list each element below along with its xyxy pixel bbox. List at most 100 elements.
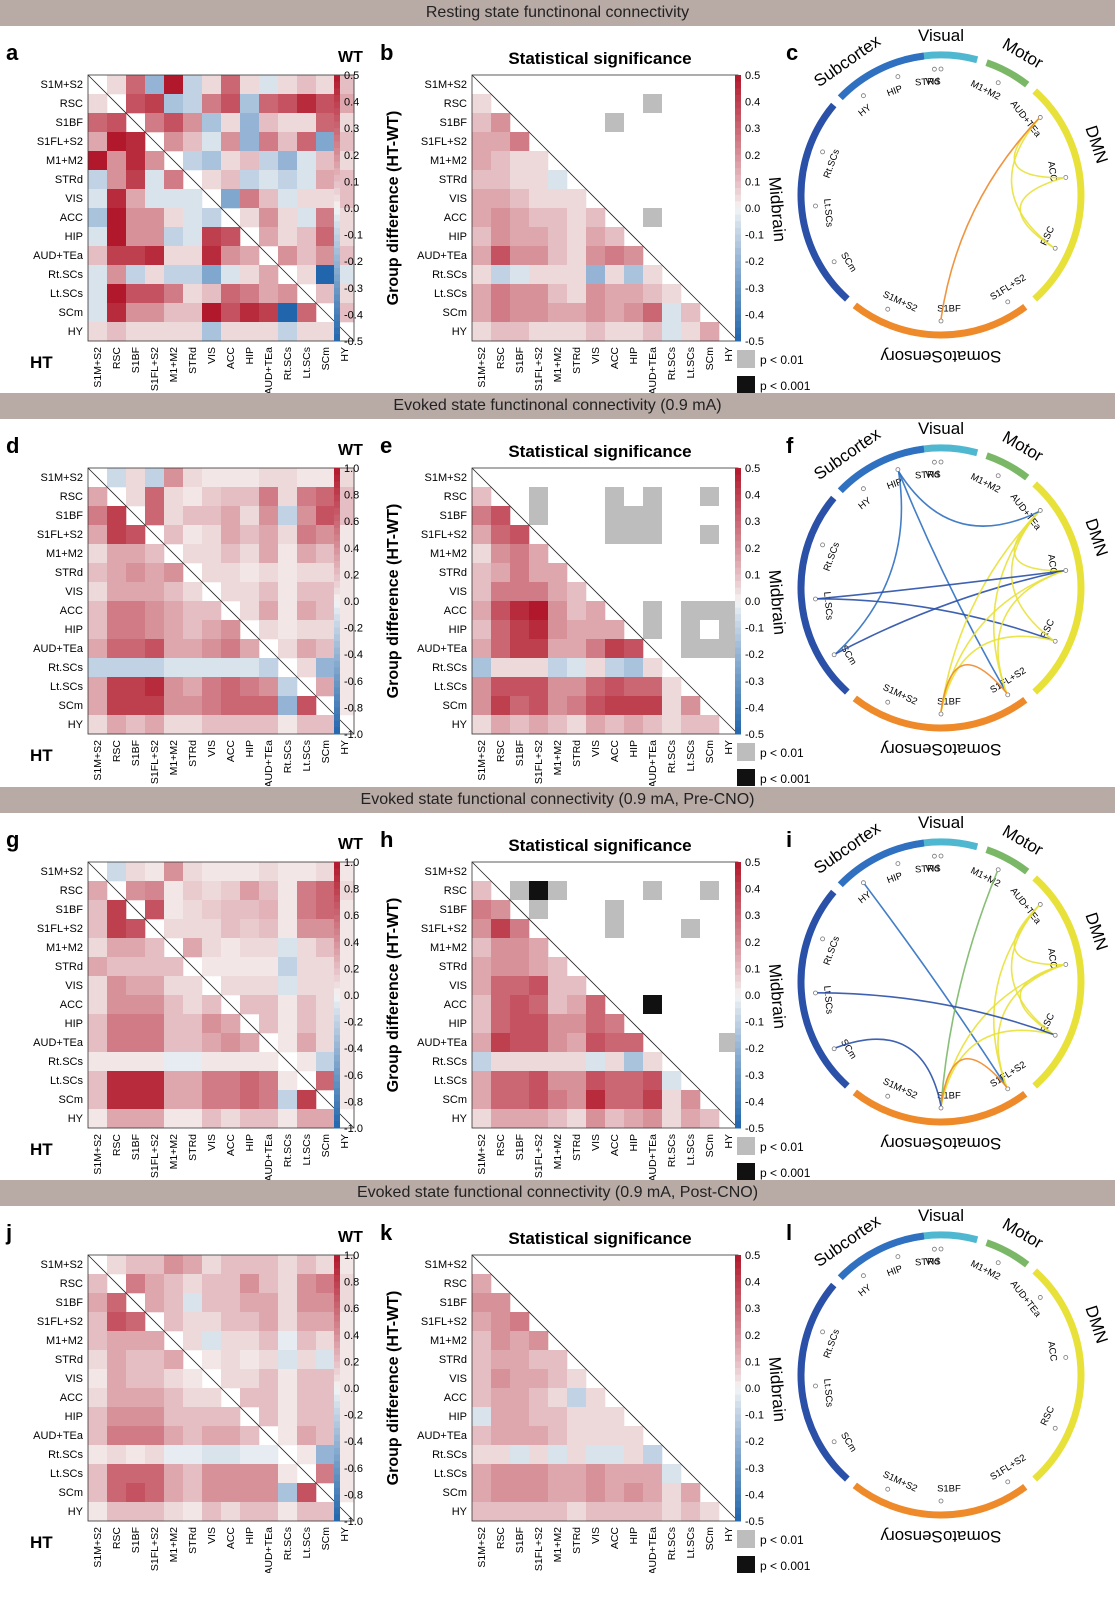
- stat-cell: [491, 1464, 511, 1484]
- heatmap-cell: [164, 658, 184, 678]
- panel-letter: e: [380, 433, 392, 458]
- colorbar-swatch: [334, 247, 340, 256]
- row-label: VIS: [65, 586, 83, 598]
- heatmap-cell: [316, 938, 336, 958]
- heatmap-cell: [278, 113, 298, 133]
- colorbar-swatch: [735, 627, 741, 635]
- heatmap-cell: [126, 468, 146, 488]
- colorbar-swatch: [735, 1321, 741, 1329]
- colorbar-swatch: [735, 554, 741, 562]
- heatmap-cell: [183, 1090, 203, 1110]
- stat-cell: [605, 303, 625, 323]
- stat-cell: [510, 189, 530, 209]
- heatmap-cell: [240, 265, 260, 285]
- colorbar-swatch: [334, 941, 340, 949]
- heatmap-cell: [145, 1483, 165, 1503]
- heatmap-cell: [88, 563, 108, 583]
- row-label: S1M+S2: [425, 472, 468, 484]
- heatmap-cell: [221, 246, 241, 266]
- row-label: S1FL+S2: [37, 529, 83, 541]
- heatmap-cell: [259, 1293, 279, 1313]
- heatmap-a: S1M+S2RSCS1BFS1FL+S2M1+M2STRdVISACCHIPAU…: [6, 40, 363, 393]
- network-arc: [797, 1282, 850, 1482]
- heatmap-cell: [259, 265, 279, 285]
- heatmap-cell: [259, 132, 279, 152]
- node-dot: [813, 990, 818, 996]
- heatmap-cell: [164, 113, 184, 133]
- colorbar-swatch: [334, 667, 340, 675]
- stat-cell: [491, 506, 511, 526]
- colorbar-tick: 0.1: [745, 176, 760, 188]
- stat-cell: [605, 677, 625, 697]
- colorbar-swatch: [334, 921, 340, 929]
- heatmap-cell: [259, 1255, 279, 1275]
- colorbar-swatch: [735, 1088, 741, 1096]
- heatmap-cell: [145, 265, 165, 285]
- stat-cell: [491, 303, 511, 323]
- stat-cell: [529, 696, 549, 716]
- stat-cell: [548, 1426, 568, 1446]
- heatmap-cell: [240, 1033, 260, 1053]
- node-dot: [932, 66, 937, 72]
- colorbar-swatch: [735, 640, 741, 649]
- heatmap-cell: [183, 862, 203, 882]
- heatmap-cell: [278, 677, 298, 697]
- colorbar-tick: 1.0: [344, 1250, 359, 1262]
- heatmap-cell: [316, 1052, 336, 1072]
- heatmap-cell: [240, 151, 260, 171]
- heatmap-cell: [259, 1331, 279, 1351]
- col-label: Rt.SCs: [282, 1134, 294, 1167]
- heatmap-cell: [297, 658, 317, 678]
- col-label: RSC: [495, 1527, 507, 1550]
- col-label: S1FL+S2: [149, 740, 161, 784]
- heatmap-cell: [316, 1014, 336, 1034]
- row-label: HIP: [65, 1411, 83, 1423]
- stat-cell: [472, 170, 492, 190]
- stat-cell: [491, 1052, 511, 1072]
- row-label: S1M+S2: [41, 79, 84, 91]
- heatmap-cell: [202, 1483, 222, 1503]
- stat-cell: [491, 151, 511, 171]
- node-label: HIP: [885, 1263, 904, 1279]
- row-label: RSC: [60, 491, 83, 503]
- ht-label: HT: [30, 746, 53, 765]
- colorbar-swatch: [334, 694, 340, 702]
- stat-cell: [510, 322, 530, 342]
- stat-cell: [643, 303, 663, 323]
- node-dot: [895, 467, 901, 472]
- section-figure: S1M+S2RSCS1BFS1FL+S2M1+M2STRdVISACCHIPAU…: [6, 813, 1112, 1180]
- colorbar-swatch: [735, 88, 741, 96]
- colorbar-swatch: [735, 1421, 741, 1429]
- row-label: M1+M2: [46, 1335, 83, 1347]
- panel-letter: l: [786, 1220, 792, 1245]
- colorbar-swatch: [735, 121, 741, 129]
- colorbar-swatch: [334, 1041, 340, 1049]
- heatmap-cell: [202, 1464, 222, 1484]
- heatmap-cell: [164, 639, 184, 659]
- colorbar-swatch: [735, 581, 741, 589]
- heatmap-cell: [164, 1052, 184, 1072]
- heatmap-cell: [202, 1071, 222, 1091]
- stat-cell: [472, 284, 492, 304]
- row-label: S1M+S2: [41, 472, 84, 484]
- col-label: S1FL+S2: [533, 1134, 545, 1178]
- colorbar-tick: 0.0: [344, 1383, 359, 1395]
- stat-cell: [643, 1502, 663, 1522]
- node-dot: [995, 80, 1001, 86]
- heatmap-cell: [183, 995, 203, 1015]
- colorbar-swatch: [334, 895, 340, 903]
- stat-cell: [491, 900, 511, 920]
- heatmap-cell: [202, 995, 222, 1015]
- stat-cell: [510, 995, 530, 1015]
- colorbar-tick: 0.1: [745, 569, 760, 581]
- heatmap-cell: [221, 1464, 241, 1484]
- node-dot: [1063, 175, 1069, 180]
- heatmap-cell: [202, 715, 222, 735]
- heatmap-cell: [145, 957, 165, 977]
- heatmap-cell: [145, 506, 165, 526]
- col-label: HIP: [628, 1527, 640, 1545]
- colorbar-swatch: [334, 700, 340, 708]
- heatmap-cell: [259, 208, 279, 228]
- colorbar-swatch: [735, 194, 741, 202]
- network-label: Midbrain: [765, 963, 790, 1030]
